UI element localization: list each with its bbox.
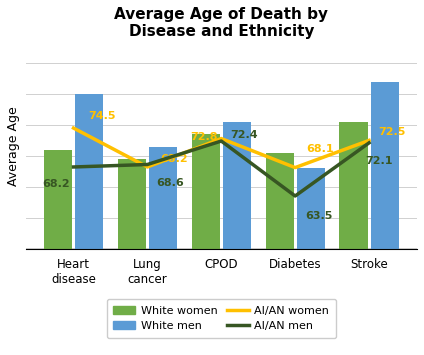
Bar — [371, 82, 399, 355]
Text: 68.6: 68.6 — [156, 178, 184, 188]
Title: Average Age of Death by
Disease and Ethnicity: Average Age of Death by Disease and Ethn… — [114, 7, 328, 39]
Text: 72.4: 72.4 — [230, 130, 258, 140]
Y-axis label: Average Age: Average Age — [7, 107, 20, 186]
Bar — [149, 147, 177, 355]
Text: 72.5: 72.5 — [378, 127, 405, 137]
Legend: White women, White men, AI/AN women, AI/AN men: White women, White men, AI/AN women, AI/… — [106, 299, 336, 338]
Bar — [118, 159, 146, 355]
Bar — [340, 122, 368, 355]
Bar — [265, 153, 294, 355]
Bar — [223, 122, 251, 355]
Bar — [297, 168, 325, 355]
Bar — [44, 150, 72, 355]
Text: 72.1: 72.1 — [365, 157, 393, 166]
Text: 68.1: 68.1 — [306, 144, 334, 154]
Text: 63.5: 63.5 — [306, 212, 333, 222]
Text: 72.8: 72.8 — [190, 132, 218, 142]
Text: 68.2: 68.2 — [42, 179, 70, 189]
Text: 74.5: 74.5 — [88, 111, 116, 121]
Bar — [192, 134, 220, 355]
Bar — [75, 94, 103, 355]
Text: 68.2: 68.2 — [161, 154, 188, 164]
